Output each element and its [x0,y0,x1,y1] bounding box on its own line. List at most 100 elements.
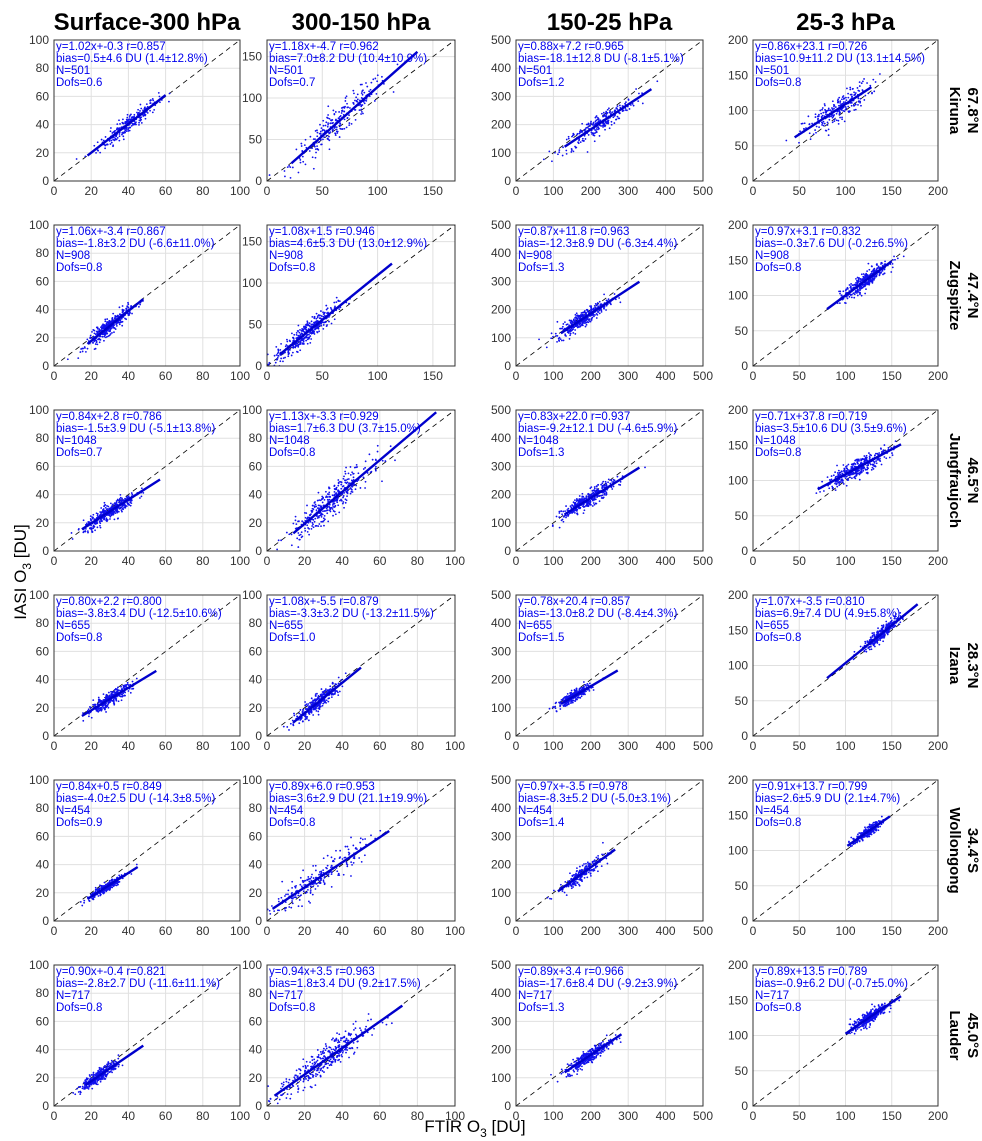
data-point [858,85,861,87]
data-point [587,321,590,324]
data-point [840,294,843,297]
data-point [340,481,343,484]
data-point [117,686,119,689]
data-point [323,514,326,517]
data-point [122,692,125,695]
one-to-one-line [267,595,455,736]
data-point [119,123,121,125]
regression-line [86,298,145,345]
data-point [303,511,306,514]
data-point [396,63,399,66]
data-point [319,504,321,507]
data-point [859,278,862,280]
data-point [851,467,854,470]
data-point [902,255,905,258]
data-point [618,104,621,107]
data-point [610,120,613,123]
data-point [582,140,585,142]
data-point [334,305,336,308]
data-point [97,710,100,713]
data-point [287,353,290,356]
data-point [107,505,110,508]
data-point [572,150,575,153]
one-to-one-line [267,410,455,551]
data-point [562,146,564,149]
data-point [290,354,293,357]
data-point [346,102,348,105]
data-point [319,314,321,317]
data-point [101,335,104,338]
data-point [328,491,331,494]
data-point [105,331,108,333]
data-point [598,300,601,303]
data-point [814,116,817,118]
data-point [310,338,313,340]
x-tick-label: 60 [159,184,173,198]
x-tick-label: 100 [368,369,388,383]
data-point [336,501,339,504]
data-point [297,532,300,534]
y-tick-label: 100 [728,474,748,488]
regression-line [793,86,873,139]
data-point [635,88,638,90]
x-tick-label: 0 [513,369,520,383]
data-point [115,500,118,502]
data-point [334,132,337,135]
data-point [597,118,599,121]
data-point [355,100,358,102]
data-point [83,346,86,348]
data-point [343,506,345,509]
data-point [847,105,850,108]
data-point [299,533,302,536]
data-point [392,91,395,93]
data-point [845,288,848,291]
x-tick-label: 50 [793,554,807,568]
data-point [102,333,105,336]
data-point [849,476,851,479]
data-point [289,176,292,179]
y-tick-label: 80 [36,246,50,260]
data-point [857,103,859,106]
data-point [91,517,94,520]
data-point [340,483,343,486]
data-point [321,513,324,516]
data-point [92,527,95,530]
data-point [838,104,840,107]
data-point [316,315,319,318]
x-tick-label: 200 [581,184,601,198]
data-point [827,107,830,110]
data-point [587,123,590,126]
data-point [896,257,899,260]
data-point [296,330,299,332]
data-point [587,317,589,319]
data-point [343,110,346,113]
data-point [121,311,124,314]
x-tick-label: 50 [316,184,330,198]
data-point [296,537,299,540]
data-point [594,116,597,119]
data-point [574,509,576,512]
data-point [307,336,310,339]
data-point [555,515,558,518]
data-point [95,339,98,342]
data-point [366,472,369,474]
data-point [343,118,346,121]
data-point [322,327,325,330]
data-point [292,522,295,525]
data-point [98,341,101,344]
data-point [551,525,554,528]
data-point [139,303,142,306]
data-point [605,494,607,496]
x-tick-label: 20 [85,184,99,198]
x-tick-label: 0 [51,184,58,198]
y-tick-label: 300 [491,89,511,103]
data-point [854,93,856,96]
data-point [94,343,97,345]
stats-line: y=0.84x+2.8 r=0.786 [56,411,162,423]
data-point [831,487,834,489]
data-point [322,702,325,705]
data-point [800,122,803,125]
data-point [584,138,587,140]
data-point [314,501,316,503]
data-point [90,528,93,531]
